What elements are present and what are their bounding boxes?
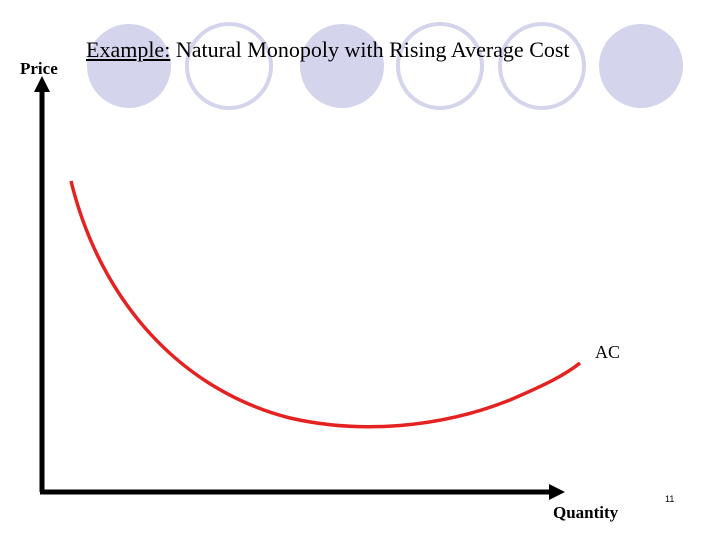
decor-circle	[87, 24, 171, 108]
decor-circle	[185, 22, 273, 110]
x-axis	[40, 484, 565, 500]
y-axis-label: Price	[20, 59, 58, 78]
y-axis	[34, 76, 50, 492]
ac-curve	[69, 180, 582, 429]
y-axis-arrowhead	[34, 76, 50, 92]
ac-curve-label: AC	[595, 342, 621, 362]
slide-title: Example: Natural Monopoly with Rising Av…	[86, 36, 570, 64]
x-axis-arrowhead	[549, 484, 565, 500]
decorative-circles	[87, 22, 683, 110]
decor-circle	[300, 24, 384, 108]
x-axis-label: Quantity	[553, 503, 619, 522]
decor-circle	[599, 24, 683, 108]
slide-title-prefix: Example:	[86, 37, 171, 62]
decor-circle	[396, 22, 484, 110]
page-number: 11	[665, 494, 675, 504]
slide-title-text: Natural Monopoly with Rising Average Cos…	[170, 37, 570, 62]
decor-circle	[498, 22, 586, 110]
